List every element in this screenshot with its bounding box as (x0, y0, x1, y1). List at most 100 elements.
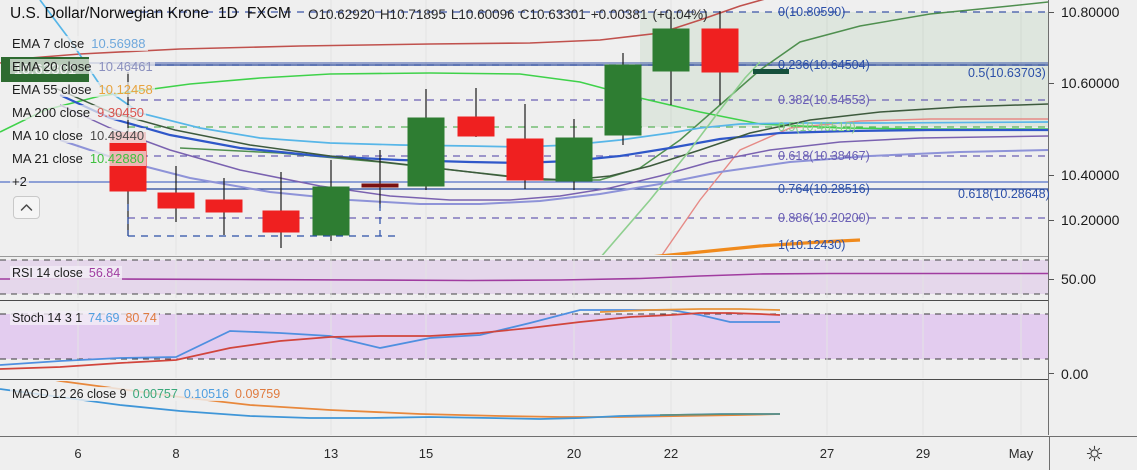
macd-legend[interactable]: MACD 12 26 close 9 0.00757 0.10516 0.09759 (10, 387, 283, 401)
macd-pane-canvas (0, 381, 1022, 435)
time-scale[interactable]: 6 8 13 15 20 22 27 29 May (0, 436, 1137, 470)
ohlc-open: O10.62920 (308, 7, 375, 22)
indicator-name: MA 200 close (12, 105, 91, 120)
time-tick-22: 22 (663, 446, 679, 461)
pane-separator-2 (0, 300, 1137, 301)
indicator-legend-ma200[interactable]: MA 200 close 9.30450 (10, 105, 147, 120)
time-tick-6: 6 (74, 446, 82, 461)
candle (652, 11, 690, 105)
collapse-legend-button[interactable] (13, 196, 40, 219)
chart-settings-button[interactable] (1049, 437, 1137, 470)
price-pane[interactable] (0, 0, 1048, 255)
stochastic-pane[interactable] (0, 303, 1048, 378)
price-tick-mark (1049, 220, 1054, 221)
ohlc-low: L10.60096 (450, 7, 515, 22)
indicator-legend-ema55[interactable]: EMA 55 close 10.12458 (10, 82, 155, 97)
candle (157, 166, 195, 222)
price-tick-mark (1049, 12, 1054, 13)
candle (701, 11, 739, 105)
indicator-value: 10.56988 (91, 36, 146, 51)
macd-hist-value: 0.00757 (132, 387, 178, 401)
rsi-line (0, 272, 1048, 282)
stoch-tick-0: 0.00 (1061, 366, 1089, 382)
candle (604, 53, 642, 145)
macd-legend-name: MACD 12 26 close 9 (12, 387, 127, 401)
macd-line-value: 0.10516 (183, 387, 230, 401)
fib-right-label-0618[interactable]: 0.618(10.28648) (958, 187, 1050, 201)
indicator-name: MA 10 close (12, 128, 83, 143)
price-tick-mark (1049, 83, 1054, 84)
interval-label[interactable]: 1D (218, 5, 238, 22)
current-bar-marker (753, 69, 789, 74)
ohlc-change-pct: (+0.04%) (652, 7, 708, 22)
candle (262, 172, 300, 248)
time-tick-may: May (1008, 446, 1034, 461)
pane-separator-1 (0, 256, 1137, 257)
candle (361, 150, 399, 208)
indicator-legend-ema7[interactable]: EMA 7 close 10.56988 (10, 36, 148, 51)
stoch-d-line (0, 312, 781, 370)
rsi-pane[interactable] (0, 258, 1048, 298)
time-tick-20: 20 (566, 446, 582, 461)
fib-label-0764[interactable]: 0.764(10.28516) (778, 182, 870, 196)
indicator-legend-ma21[interactable]: MA 21 close 10.42880 (10, 151, 147, 166)
stoch-band (0, 314, 1048, 359)
stoch-legend[interactable]: Stoch 14 3 1 74.69 80.74 (10, 311, 159, 325)
time-tick-27: 27 (819, 446, 835, 461)
indicator-value: 9.30450 (97, 105, 145, 120)
time-tick-8: 8 (172, 446, 180, 461)
macd-signal-value: 0.09759 (235, 387, 281, 401)
indicator-name: MA 21 close (12, 151, 83, 166)
time-tick-29: 29 (915, 446, 931, 461)
price-scale[interactable]: 10.80000 10.60000 10.40000 10.20000 50.0… (1048, 0, 1137, 435)
fib-right-label-05[interactable]: 0.5(10.63703) (968, 66, 1046, 80)
gear-icon (1086, 445, 1102, 462)
rsi-legend[interactable]: RSI 14 close 56.84 (10, 266, 123, 280)
symbol-name[interactable]: U.S. Dollar/Norwegian Krone (10, 5, 210, 22)
stoch-k-value: 74.69 (88, 311, 120, 325)
stoch-k-line (0, 309, 780, 366)
price-tick-1020: 10.20000 (1061, 212, 1120, 228)
indicator-legend-ema20[interactable]: EMA 20 close 10.46461 (10, 59, 155, 74)
exchange-label[interactable]: FXCM (246, 5, 291, 22)
macd-line (0, 388, 780, 420)
ohlc-readout: O10.62920 H10.71895 L10.60096 C10.63301 +0.0… (308, 7, 713, 22)
pane-separator-3 (0, 379, 1137, 380)
indicator-legend-ma10[interactable]: MA 10 close 10.49440 (10, 128, 147, 143)
price-tick-1080: 10.80000 (1061, 4, 1120, 20)
stoch-tick-mark (1049, 373, 1054, 374)
fib-label-0618[interactable]: 0.618(10.38467) (778, 149, 870, 163)
ema20-line (59, 94, 1048, 165)
candle (312, 160, 350, 241)
fib-solid-lines (0, 62, 1048, 190)
rsi-legend-value: 56.84 (88, 266, 121, 280)
indicator-value: 10.49440 (89, 128, 145, 143)
fib-projection-edge (601, 61, 761, 255)
macd-histogram (659, 413, 780, 416)
ohlc-change-abs: +0.00381 (590, 7, 648, 22)
fib-label-0236[interactable]: 0.236(10.64504) (778, 58, 870, 72)
candle (506, 104, 544, 189)
time-tick-13: 13 (323, 446, 339, 461)
price-tick-1060: 10.60000 (1061, 75, 1120, 91)
fib-label-1[interactable]: 1(10.12430) (778, 238, 846, 252)
indicator-value: 10.42880 (89, 151, 145, 166)
stoch-d-value: 80.74 (125, 311, 157, 325)
fib-label-05[interactable]: 0.5(10.46510) (778, 120, 856, 134)
rsi-pane-canvas (0, 258, 1048, 298)
ema-violet-line (59, 104, 1048, 201)
fib-label-0886[interactable]: 0.886(10.20200) (778, 211, 870, 225)
stoch-legend-name: Stoch 14 3 1 (12, 311, 83, 325)
candle (555, 119, 593, 190)
fib-label-0[interactable]: 0(10.80590) (778, 5, 846, 19)
more-indicators-label[interactable]: +2 (10, 174, 29, 189)
candle (407, 89, 445, 190)
ma200-line (0, 0, 765, 64)
indicator-name: EMA 55 close (12, 82, 92, 97)
candle (205, 178, 243, 235)
price-tick-mark (1049, 175, 1054, 176)
fib-label-0382[interactable]: 0.382(10.54553) (778, 93, 870, 107)
rsi-band (0, 260, 1048, 294)
chevron-up-icon (20, 204, 33, 211)
